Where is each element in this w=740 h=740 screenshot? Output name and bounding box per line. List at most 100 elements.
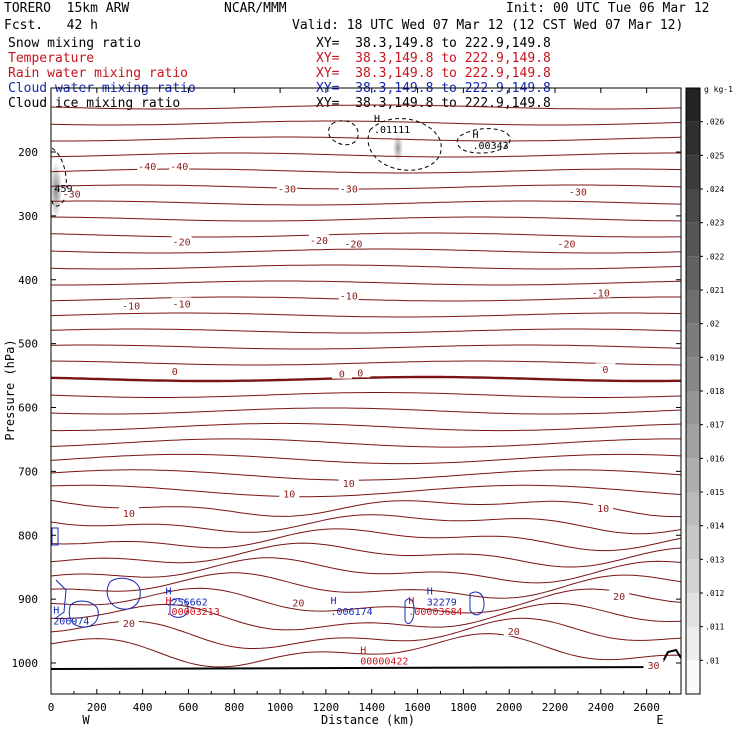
temp-label-bg [595,363,616,375]
y-tick-label: 800 [18,529,38,542]
mixing-ratio-contour [169,598,189,618]
colorbar-swatch [686,256,700,290]
temp-label-bg [503,625,524,637]
colorbar-swatch [686,626,700,661]
isotherm-line [50,617,682,649]
isotherm-line [50,360,682,366]
temp-label-bg [171,297,192,309]
temp-label-bg [171,235,192,247]
colorbar-tick-label: .015 [705,488,724,497]
mixing-ratio-contour [404,598,415,625]
isotherm-line [50,120,682,126]
colorbar-swatch [686,290,700,324]
temperature-label: 0 [357,368,363,379]
max-marker: H [53,606,59,617]
temp-label-bg [350,366,371,378]
y-tick-label: 700 [18,465,38,478]
temperature-label: 10 [283,490,295,501]
temp-label-bg [338,182,359,194]
max-marker: H [166,596,172,607]
temp-label-bg [590,286,611,298]
colorbar-tick-label: .021 [705,286,724,295]
colorbar-swatch [686,121,700,156]
temperature-label: -40 [138,162,156,173]
temperature-label: 20 [123,619,135,630]
x-tick-label: 200 [87,701,107,714]
isotherm-zero [50,375,681,383]
colorbar-tick-label: .017 [705,421,724,430]
isotherm-line [50,312,682,318]
colorbar-tick-label: .012 [705,589,724,598]
temperature-label: 20 [292,598,304,609]
colorbar-swatch [686,357,700,391]
x-tick-label: 1000 [267,701,294,714]
max-marker: H [427,587,433,598]
x-tick-label: 600 [179,701,199,714]
temperature-label: 0 [602,365,608,376]
isotherm-line [50,633,682,668]
isotherm-line [50,328,682,334]
legend-temperature-label: Temperature [8,51,95,66]
temperature-label: 10 [597,504,609,515]
ice-shading [393,134,403,162]
temperature-label: 0 [339,370,345,381]
isotherm-line [50,572,682,599]
colorbar-tick-label: .026 [705,118,724,127]
isotherm-line [50,216,681,222]
isotherm-line [50,104,682,110]
temperature-label: -30 [340,184,358,195]
isotherm-line [50,264,682,270]
colorbar-unit: g kg-1 [704,85,733,94]
temp-label-bg [331,367,352,379]
temp-label-bg [343,237,364,249]
temperature-label: -30 [63,190,81,201]
colorbar-tick-label: .016 [705,454,724,463]
legend-cloudwater-label: Cloud water mixing ratio [8,81,196,96]
isotherm-line [50,184,682,190]
temperature-label: 20 [508,627,520,638]
isotherm-line [50,557,682,584]
max-marker: H [166,587,172,598]
x-tick-label: 1800 [450,701,477,714]
terrain-line [50,648,682,670]
max-marker: H [374,114,380,125]
max-value-label: .006174 [330,607,372,618]
temp-label-bg [567,185,588,197]
max-value-label: 00000422 [360,656,408,667]
x-axis-label: Distance (km) [321,713,415,727]
mixing-ratio-contour [456,128,511,154]
y-tick-label: 400 [18,274,38,287]
x-tick-label: 1200 [313,701,340,714]
mixing-ratio-contour [106,577,141,610]
mixing-ratio-contour [51,147,67,207]
y-tick-label: 1000 [12,657,39,670]
mixing-ratio-contour [367,118,442,171]
temperature-label: 0 [172,367,178,378]
temp-label-bg [288,596,309,608]
temp-label-bg [121,299,142,311]
direction-west: W [82,713,90,727]
max-marker: H [330,596,336,607]
isotherm-line [50,407,682,415]
colorbar-swatch [686,492,700,526]
x-tick-label: 2600 [633,701,660,714]
isotherm-line [50,484,682,498]
temp-label-bg [556,237,577,249]
legend-rain-xy: XY= 38.3,149.8 to 222.9,149.8 [316,66,551,81]
max-value-label: 206974 [53,617,89,628]
plot-frame [50,87,682,695]
temperature-label: -30 [569,188,587,199]
max-value-label: .00003684 [408,607,462,618]
legend-temperature-xy: XY= 38.3,149.8 to 222.9,149.8 [316,51,551,66]
temperature-label: -10 [340,292,358,303]
temp-label-bg [137,160,158,172]
temp-label-bg [338,289,359,301]
temp-label-bg [309,234,330,246]
isotherm-line [50,602,682,631]
x-tick-label: 1600 [404,701,431,714]
colorbar-tick-label: .02 [705,320,720,329]
isotherm-line [50,514,682,535]
init-time: Init: 00 UTC Tue 06 Mar 12 [506,1,710,16]
isotherm-line [50,453,682,465]
